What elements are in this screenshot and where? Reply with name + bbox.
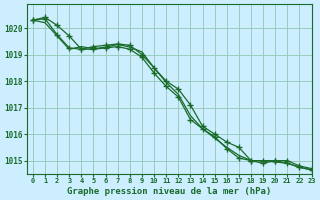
X-axis label: Graphe pression niveau de la mer (hPa): Graphe pression niveau de la mer (hPa) [67,187,271,196]
